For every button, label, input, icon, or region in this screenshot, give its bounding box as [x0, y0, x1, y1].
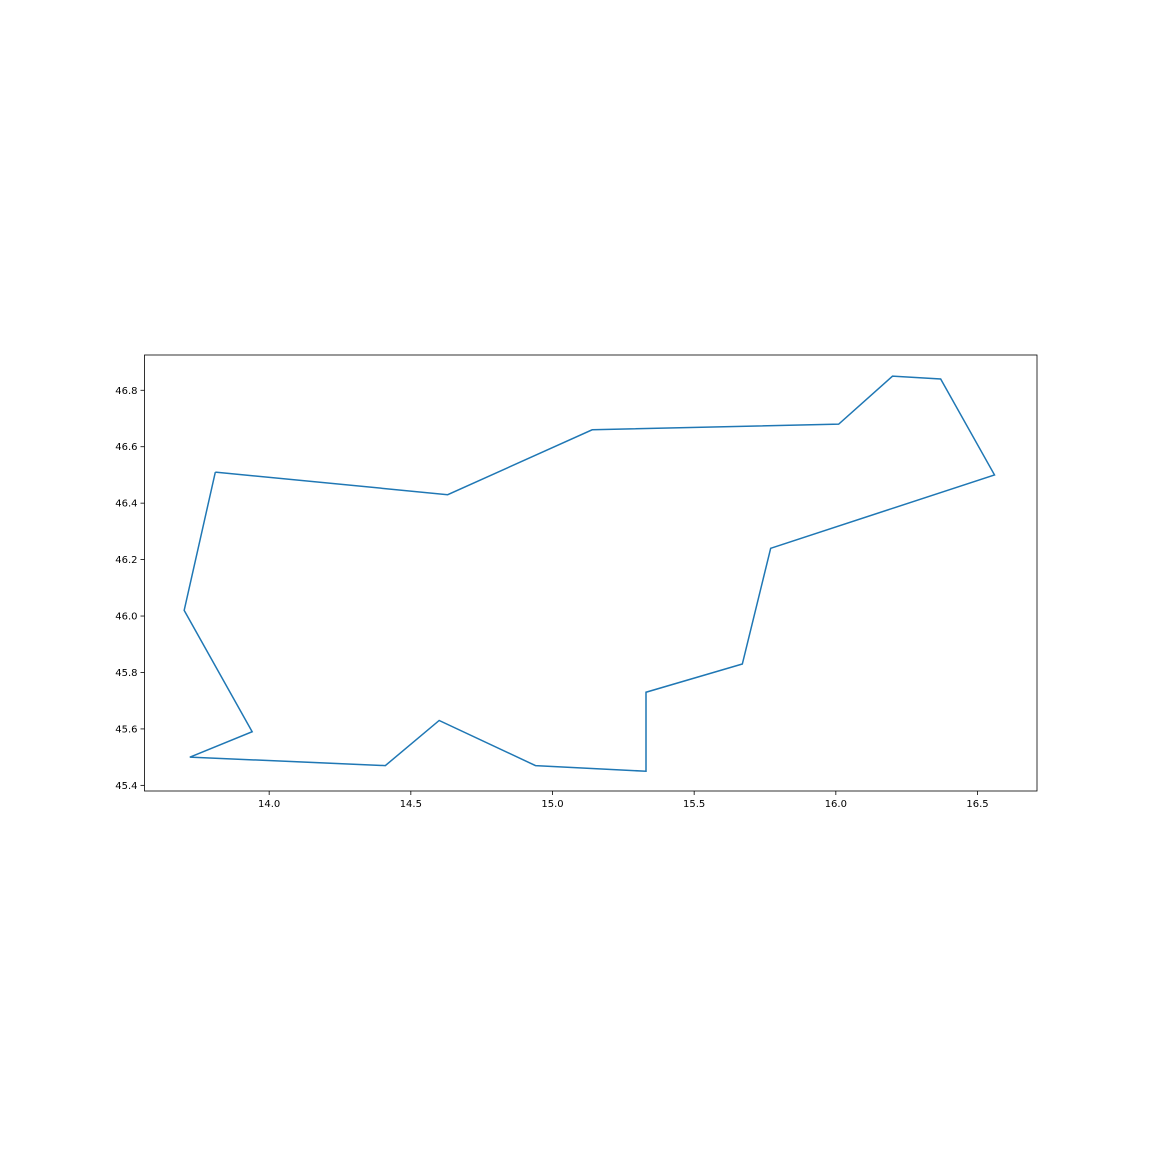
y-tick-label: 46.0	[115, 612, 137, 623]
y-tick-label: 46.6	[115, 442, 137, 453]
x-axis-ticks: 14.0 14.5 15.0 15.5 16.0 16.5	[258, 791, 989, 810]
y-axis-ticks: 45.4 45.6 45.8 46.0 46.2 46.4 46.6 46.8	[115, 386, 145, 792]
y-tick-label: 45.6	[115, 724, 137, 735]
axes-frame	[144, 354, 1038, 792]
y-tick-label: 45.8	[115, 668, 137, 679]
x-tick-label: 14.0	[258, 799, 280, 810]
x-tick-label: 15.5	[683, 799, 705, 810]
x-tick-label: 15.0	[541, 799, 563, 810]
y-tick-label: 46.4	[115, 499, 137, 510]
x-tick-label: 16.5	[966, 799, 988, 810]
x-tick-label: 14.5	[400, 799, 422, 810]
series-line-0	[183, 375, 996, 773]
y-tick-label: 45.4	[115, 781, 137, 792]
y-tick-label: 46.8	[115, 386, 137, 397]
y-tick-label: 46.2	[115, 555, 137, 566]
plot-area	[183, 375, 996, 773]
x-tick-label: 16.0	[825, 799, 847, 810]
